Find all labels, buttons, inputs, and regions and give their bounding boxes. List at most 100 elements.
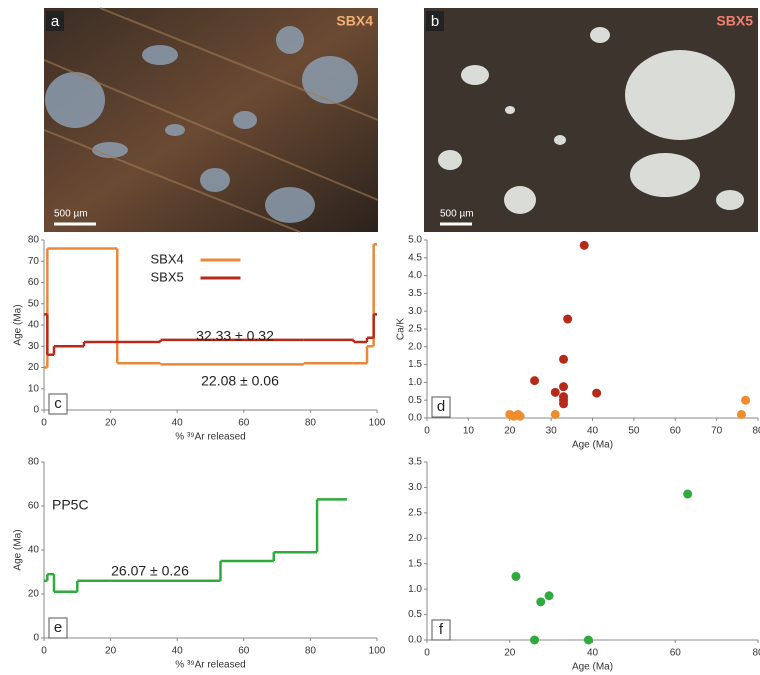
y-tick-label: 2.0	[408, 341, 422, 352]
x-axis-label: Age (Ma)	[572, 440, 613, 451]
point	[530, 376, 539, 385]
point	[536, 597, 545, 606]
y-tick-label: 1.5	[408, 558, 422, 569]
point	[511, 572, 520, 581]
legend-label: SBX4	[151, 251, 184, 266]
y-tick-label: 0.0	[408, 635, 422, 646]
x-tick-label: 30	[546, 426, 558, 437]
scale-label: 500 µm	[440, 209, 474, 220]
y-tick-label: 1.5	[408, 359, 422, 370]
y-tick-label: 20	[28, 362, 40, 373]
x-tick-label: 60	[670, 426, 682, 437]
y-tick-label: 4.5	[408, 252, 422, 263]
x-tick-label: 0	[41, 646, 47, 657]
y-tick-label: 0	[33, 405, 39, 416]
y-tick-label: 30	[28, 341, 40, 352]
y-tick-label: 2.0	[408, 533, 422, 544]
y-axis-label: Age (Ma)	[13, 304, 24, 345]
scale-label: 500 µm	[54, 209, 88, 220]
y-axis-label: Ca/K	[396, 318, 407, 341]
y-tick-label: 20	[28, 589, 40, 600]
point	[737, 410, 746, 419]
point	[551, 410, 560, 419]
y-tick-label: 2.5	[408, 324, 422, 335]
y-tick-label: 60	[28, 501, 40, 512]
y-tick-label: 40	[28, 545, 40, 556]
y-tick-label: 1.0	[408, 377, 422, 388]
x-axis-label: Age (Ma)	[572, 662, 613, 673]
y-tick-label: 2.5	[408, 507, 422, 518]
point	[551, 388, 560, 397]
point	[530, 636, 539, 645]
y-tick-label: 0.5	[408, 395, 422, 406]
x-tick-label: 40	[587, 648, 599, 659]
x-tick-label: 80	[305, 418, 317, 429]
photo-a	[44, 8, 378, 232]
point	[559, 355, 568, 364]
point	[580, 241, 589, 250]
x-tick-label: 20	[105, 646, 117, 657]
legend-label: SBX5	[151, 269, 184, 284]
y-tick-label: 10	[28, 383, 40, 394]
x-tick-label: 40	[587, 426, 599, 437]
y-tick-label: 0	[33, 633, 39, 644]
y-tick-label: 50	[28, 298, 40, 309]
x-axis-label: % ³⁹Ar released	[175, 432, 245, 443]
point	[592, 389, 601, 398]
x-tick-label: 0	[41, 418, 47, 429]
y-tick-label: 3.0	[408, 482, 422, 493]
x-axis-label: % ³⁹Ar released	[175, 660, 245, 671]
x-tick-label: 40	[172, 418, 184, 429]
x-tick-label: 20	[504, 426, 516, 437]
y-tick-label: 3.0	[408, 306, 422, 317]
photo-b	[424, 8, 758, 232]
x-tick-label: 60	[670, 648, 682, 659]
x-tick-label: 50	[628, 426, 640, 437]
x-tick-label: 100	[369, 418, 386, 429]
photo-sample: SBX4	[336, 13, 373, 29]
annotation: 22.08 ± 0.06	[201, 373, 279, 389]
annotation: 32.33 ± 0.32	[196, 328, 274, 344]
panel-label: e	[54, 619, 62, 636]
photo-sample: SBX5	[716, 13, 753, 29]
x-tick-label: 10	[463, 426, 475, 437]
x-tick-label: 20	[504, 648, 516, 659]
figure: a SBX4 500 µm b SBX5 500 µm 0 10 20 30 40 50 6…	[0, 0, 760, 675]
x-tick-label: 70	[711, 426, 723, 437]
y-tick-label: 80	[28, 235, 40, 246]
y-tick-label: 0.0	[408, 413, 422, 424]
annotation: 26.07 ± 0.26	[111, 563, 189, 579]
x-tick-label: 80	[752, 648, 760, 659]
x-tick-label: 60	[238, 646, 250, 657]
y-axis-label: Age (Ma)	[13, 529, 24, 570]
y-tick-label: 0.5	[408, 609, 422, 620]
annotation: PP5C	[52, 497, 89, 513]
x-tick-label: 100	[369, 646, 386, 657]
point	[683, 490, 692, 499]
x-tick-label: 80	[752, 426, 760, 437]
y-tick-label: 4.0	[408, 270, 422, 281]
y-tick-label: 3.5	[408, 457, 422, 468]
x-tick-label: 60	[238, 418, 250, 429]
photo-letter: b	[431, 13, 439, 30]
y-tick-label: 40	[28, 320, 40, 331]
point	[559, 382, 568, 391]
y-tick-label: 70	[28, 256, 40, 267]
x-tick-label: 0	[424, 648, 430, 659]
photo-letter: a	[51, 13, 60, 30]
point	[584, 636, 593, 645]
panel-label: c	[54, 395, 62, 412]
point	[563, 315, 572, 324]
x-tick-label: 80	[305, 646, 317, 657]
y-tick-label: 3.5	[408, 288, 422, 299]
point	[559, 399, 568, 408]
point	[741, 396, 750, 405]
y-tick-label: 80	[28, 457, 40, 468]
x-tick-label: 20	[105, 418, 117, 429]
panel-label: d	[437, 398, 445, 415]
y-tick-label: 1.0	[408, 584, 422, 595]
y-tick-label: 5.0	[408, 235, 422, 246]
y-tick-label: 60	[28, 277, 40, 288]
point	[545, 591, 554, 600]
x-tick-label: 40	[172, 646, 184, 657]
